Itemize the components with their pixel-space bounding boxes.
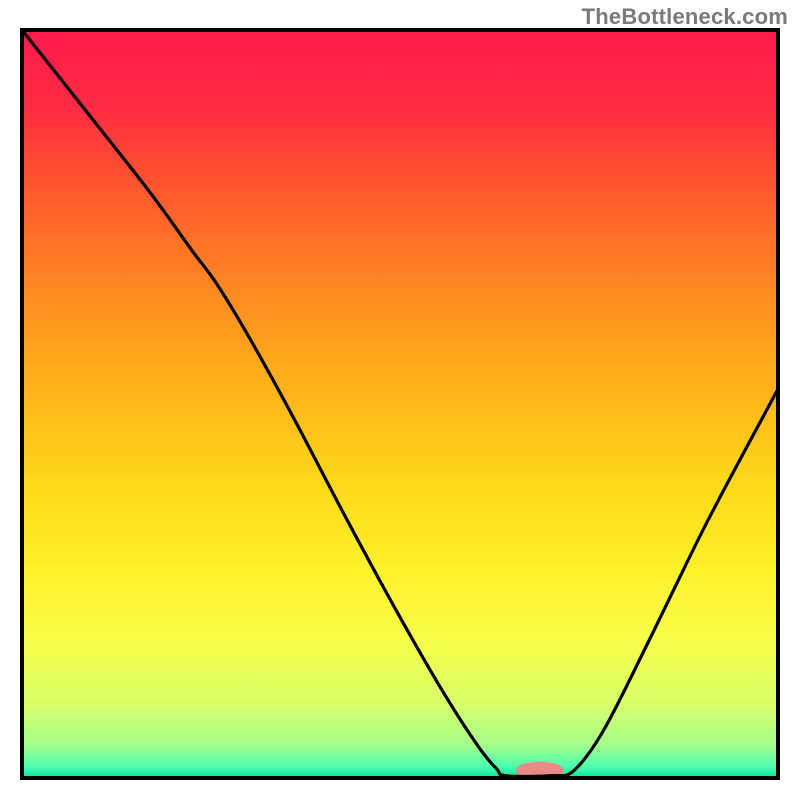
bottleneck-chart [0, 0, 800, 800]
watermark-text: TheBottleneck.com [582, 4, 788, 30]
gradient-background [22, 30, 778, 778]
chart-svg [0, 0, 800, 800]
